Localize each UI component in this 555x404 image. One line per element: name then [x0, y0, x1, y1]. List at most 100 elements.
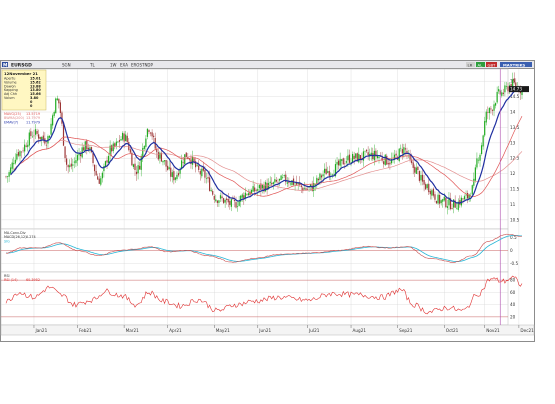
candle-body: [165, 160, 167, 167]
candle-body: [271, 182, 273, 185]
candle-body: [418, 171, 421, 181]
candle-body: [64, 146, 66, 159]
candle-body: [502, 92, 504, 94]
candle-body: [435, 200, 438, 204]
candle-body: [78, 153, 80, 156]
moving-average-slow-line: [13, 139, 523, 191]
candle-body: [490, 108, 492, 110]
candle-body: [230, 199, 232, 207]
badge-al-box[interactable]: [476, 62, 485, 67]
candle-body: [20, 151, 23, 153]
candle-body: [246, 194, 248, 195]
candle-body: [322, 174, 324, 177]
candle-body: [493, 104, 495, 111]
candle-body: [468, 194, 470, 200]
candle-body: [283, 175, 285, 177]
toolbar-chip-3[interactable]: EXA: [120, 62, 128, 67]
candle-body: [333, 174, 335, 176]
toolbar-chip-2[interactable]: 1W: [110, 62, 117, 67]
candle-body: [22, 150, 24, 152]
toolbar-right-label[interactable]: MAXTRIKS: [503, 62, 526, 67]
toolbar-chip-4[interactable]: EROSTNDP: [131, 62, 154, 67]
candle-body: [501, 92, 503, 96]
date-axis-bar: [0, 324, 535, 336]
candle-body: [252, 186, 254, 192]
candle-body: [205, 178, 208, 179]
badge-gbt-box[interactable]: [486, 62, 497, 67]
candle-body: [128, 141, 130, 150]
candle-body: [173, 171, 175, 181]
candle-body: [494, 103, 497, 106]
candle-body: [17, 152, 20, 156]
candle-body: [314, 184, 316, 186]
candle-body: [465, 194, 467, 196]
candle-body: [512, 79, 514, 89]
candle-body: [83, 147, 85, 151]
rsi-line: [5, 275, 523, 315]
candle-body: [121, 132, 124, 140]
candle-body: [36, 130, 38, 134]
toolbar-chip-0[interactable]: SGN: [62, 62, 71, 67]
macd-tick-label: 0.5: [510, 235, 517, 240]
candle-body: [117, 141, 119, 143]
rsi-series: [5, 275, 523, 315]
date-tick-label: Aug21: [353, 328, 367, 333]
symbol-badge-box[interactable]: [2, 62, 8, 67]
date-tick-label: Jan21: [34, 328, 47, 333]
candle-body: [114, 143, 116, 147]
candle-body: [280, 175, 282, 181]
price-tick-label: 13.5: [510, 125, 520, 130]
date-tick-label: Jun21: [258, 328, 271, 333]
candle-body: [238, 200, 240, 206]
candle-body: [10, 167, 12, 174]
badge-gbt[interactable]: GBT: [488, 62, 497, 67]
candle-body: [286, 182, 288, 184]
info-row-label: Dawon: [4, 84, 16, 88]
candle-body: [383, 161, 385, 165]
candle-body: [191, 156, 194, 165]
candle-body: [431, 190, 433, 196]
rsi-axis: 80 60 40 20: [510, 278, 516, 320]
candle-body: [34, 129, 37, 135]
candle-body: [118, 140, 121, 142]
candle-body: [75, 160, 77, 164]
candle-body: [439, 195, 441, 204]
macd-line: [5, 233, 523, 263]
candle-body: [338, 160, 340, 166]
candle-body: [356, 153, 358, 162]
candle-body: [84, 141, 86, 151]
chart-toolbar: M EURSGD SGN TL 1W EXA EROSTNDP LR AL GB…: [0, 60, 535, 69]
candle-body: [123, 133, 125, 142]
candle-body: [163, 160, 166, 162]
price-tick-label: 14: [510, 110, 516, 115]
candle-body: [235, 202, 237, 208]
candle-body: [434, 194, 436, 200]
candle-body: [104, 161, 107, 167]
candle-body: [179, 168, 181, 174]
badge-lr[interactable]: LR: [468, 62, 473, 67]
candle-body: [406, 150, 408, 154]
candle-body: [168, 167, 170, 169]
candle-body: [395, 153, 397, 156]
candle-body: [19, 151, 21, 157]
candle-body: [513, 78, 515, 83]
symbol-badge[interactable]: M: [3, 63, 8, 69]
candle-body: [212, 191, 214, 195]
candle-body: [289, 183, 292, 185]
candle-body: [101, 172, 103, 179]
candle-body: [381, 157, 383, 161]
badge-al[interactable]: AL: [478, 62, 484, 67]
toolbar-right-label-box[interactable]: [500, 62, 532, 67]
symbol-name[interactable]: EURSGD: [11, 62, 32, 68]
candle-body: [229, 200, 231, 205]
candle-body: [355, 153, 357, 158]
candle-body: [254, 187, 256, 192]
candle-body: [112, 143, 114, 152]
toolbar-chip-1[interactable]: TL: [89, 62, 95, 67]
date-tick-label: May21: [216, 328, 230, 333]
badge-lr-box[interactable]: [466, 62, 475, 67]
candle-body: [421, 174, 424, 182]
candle-body: [384, 154, 386, 166]
